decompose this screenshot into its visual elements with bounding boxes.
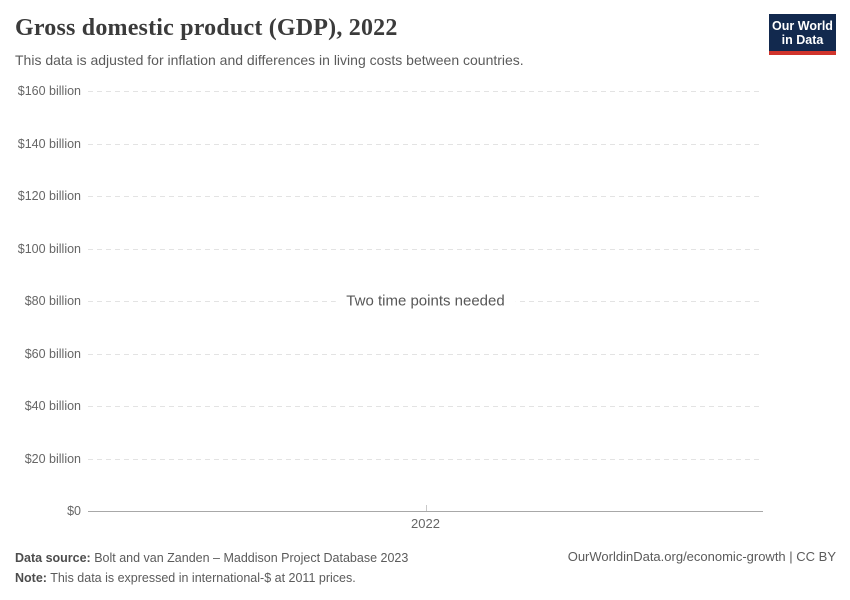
y-axis-tick-label: $120 billion [17, 189, 81, 203]
y-axis-tick-label: $0 [67, 504, 81, 518]
gridline [88, 353, 763, 355]
empty-chart-message: Two time points needed [335, 289, 516, 313]
gridline [88, 91, 763, 92]
y-axis-tick-label: $20 billion [24, 451, 81, 466]
chart-footer: Data source: Bolt and van Zanden – Maddi… [15, 548, 408, 588]
gridline [88, 406, 763, 407]
chart-subtitle: This data is adjusted for inflation and … [15, 52, 524, 68]
gridline [88, 143, 763, 145]
owid-logo: Our World in Data [769, 14, 836, 55]
note-line: Note: This data is expressed in internat… [15, 568, 408, 588]
note-text: This data is expressed in international-… [46, 571, 356, 585]
note-label: Note: [15, 571, 47, 585]
owid-attribution-link[interactable]: OurWorldinData.org/economic-growth | CC … [567, 549, 836, 564]
gridline [88, 196, 763, 197]
x-axis-tick-mark [425, 505, 427, 511]
x-axis-tick-label: 2022 [411, 516, 440, 531]
y-axis-tick-label: $80 billion [24, 294, 81, 308]
x-axis-line [88, 511, 763, 512]
gridline [88, 248, 763, 250]
plot-area: $160 billion $140 billion $120 billion $… [18, 84, 763, 531]
y-axis-tick-label: $60 billion [24, 346, 81, 361]
page-title: Gross domestic product (GDP), 2022 [15, 15, 398, 41]
data-source-label: Data source: [15, 551, 91, 565]
y-axis-tick-label: $140 billion [17, 136, 81, 151]
owid-logo-line1: Our World [772, 19, 833, 33]
y-axis-tick-label: $160 billion [17, 84, 81, 98]
gridline [88, 458, 763, 460]
data-source-text: Bolt and van Zanden – Maddison Project D… [90, 551, 409, 565]
owid-logo-line2: in Data [781, 33, 824, 47]
y-axis-tick-label: $100 billion [17, 241, 81, 256]
data-source-line: Data source: Bolt and van Zanden – Maddi… [15, 548, 408, 568]
y-axis-tick-label: $40 billion [24, 399, 81, 413]
